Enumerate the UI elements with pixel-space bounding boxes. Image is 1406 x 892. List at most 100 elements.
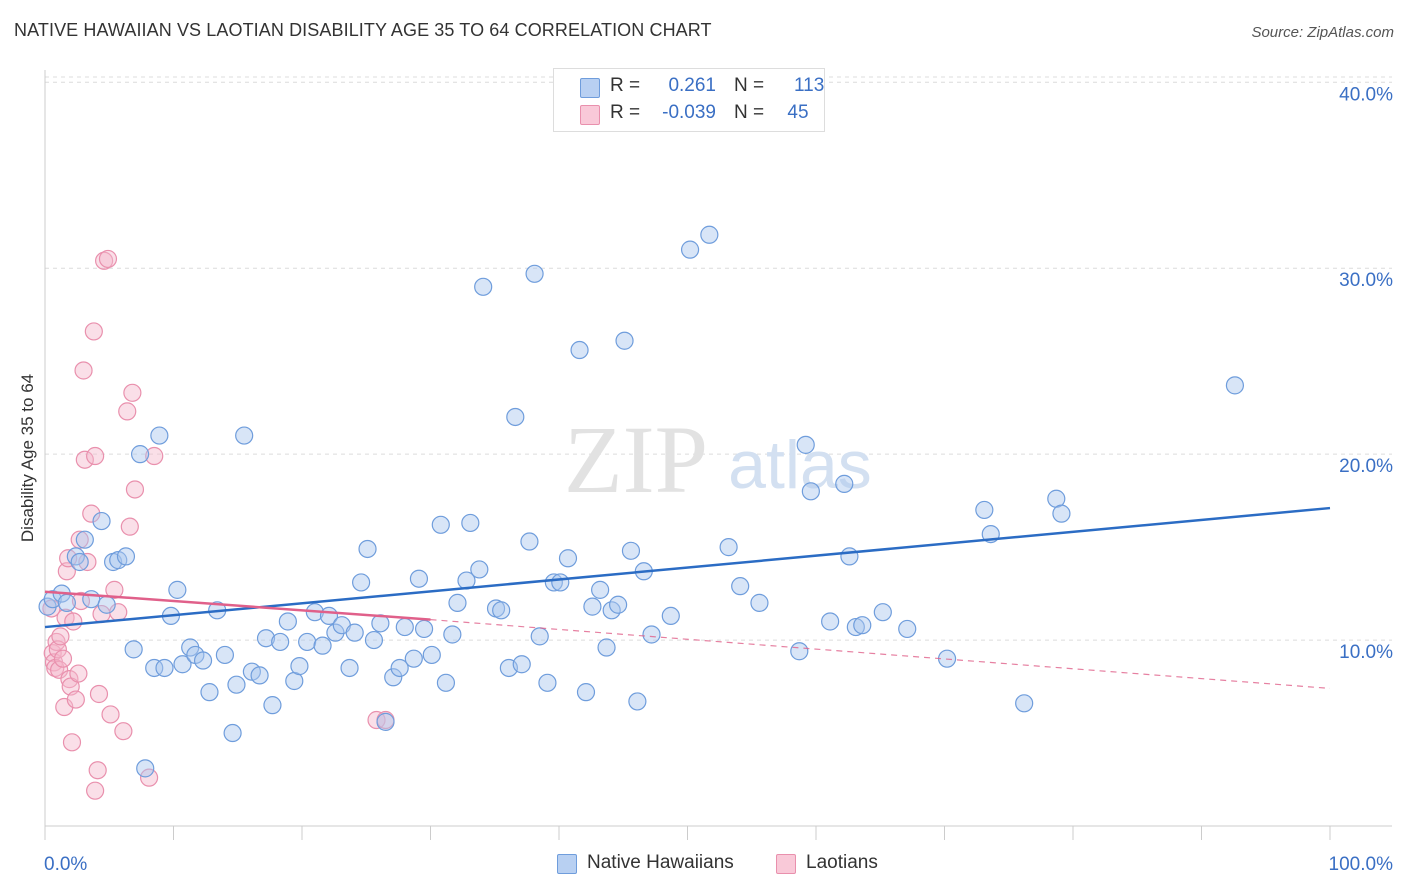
- native-hawaiians-point: [538, 673, 557, 692]
- laotians-point: [101, 705, 120, 724]
- laotians-point: [125, 480, 145, 499]
- native-hawaiians-point: [193, 651, 213, 670]
- native-hawaiians-point: [376, 712, 395, 731]
- native-hawaiians-point: [801, 482, 820, 501]
- native-hawaiians-point: [719, 538, 738, 557]
- native-hawaiians-point: [82, 590, 101, 609]
- native-hawaiians-point: [298, 632, 317, 652]
- x-tick-label: 0.0%: [44, 854, 87, 875]
- native-hawaiians-point: [345, 623, 364, 642]
- native-hawaiians-point: [150, 426, 169, 445]
- native-hawaiians-point: [731, 577, 750, 596]
- native-hawaiians-point: [130, 445, 150, 464]
- native-hawaiians-point: [124, 640, 143, 659]
- native-hawaiians-trend-line: [44, 506, 1331, 629]
- native-hawaiians-point: [796, 435, 815, 454]
- trend-lines: [44, 506, 1331, 690]
- native-hawaiians-point: [835, 474, 854, 493]
- native-hawaiians-point: [173, 655, 192, 674]
- legend-swatch-blue: [557, 854, 577, 874]
- native-hawaiians-point: [263, 696, 282, 715]
- native-hawaiians-point: [680, 240, 700, 259]
- y-tick-label: 10.0%: [1339, 642, 1393, 663]
- native-hawaiians-point: [700, 225, 719, 244]
- native-hawaiians-point: [227, 675, 246, 694]
- native-hawaiians-point: [520, 532, 539, 551]
- laotians-point: [84, 322, 103, 341]
- y-tick-label: 20.0%: [1339, 456, 1393, 477]
- native-hawaiians-point: [436, 673, 456, 692]
- watermark-atlas: atlas: [728, 427, 872, 503]
- native-hawaiians-point: [116, 547, 136, 566]
- native-hawaiians-point: [975, 500, 994, 520]
- native-hawaiians-point: [470, 560, 489, 579]
- legend-swatch-blue: [580, 78, 600, 98]
- native-hawaiians-point: [1015, 694, 1034, 713]
- native-hawaiians-point: [840, 547, 859, 566]
- native-hawaiians-point: [70, 552, 89, 572]
- native-hawaiians-point: [431, 515, 450, 534]
- native-hawaiians-point: [404, 649, 423, 668]
- laotians-point: [118, 402, 137, 421]
- native-hawaiians-point: [525, 264, 544, 283]
- gridlines: [45, 76, 1392, 641]
- legend-r-label: R =: [610, 75, 641, 96]
- laotians-point: [105, 580, 124, 599]
- native-hawaiians-point: [570, 340, 589, 360]
- native-hawaiians-point: [390, 658, 409, 678]
- native-hawaiians-point: [898, 619, 917, 639]
- native-hawaiians-point: [576, 683, 596, 702]
- native-hawaiians-point: [223, 723, 242, 743]
- native-hawaiians-point: [544, 573, 563, 592]
- legend-r-value: 0.261: [668, 75, 716, 96]
- laotians-point: [98, 249, 118, 269]
- source-label: Source: ZipAtlas.com: [1251, 24, 1394, 41]
- native-hawaiians-point: [846, 617, 865, 637]
- native-hawaiians-point: [873, 603, 892, 622]
- native-hawaiians-point: [414, 619, 434, 639]
- laotians-point: [51, 627, 70, 646]
- native-hawaiians-point: [384, 668, 403, 687]
- laotians-point: [82, 504, 101, 523]
- native-hawaiians-point: [278, 612, 297, 631]
- native-hawaiians-point: [43, 590, 62, 609]
- laotians-point: [78, 552, 97, 572]
- laotians-point: [53, 649, 73, 668]
- laotians-point: [74, 361, 93, 380]
- legend-n-label: N =: [734, 75, 765, 96]
- laotians-point: [86, 446, 105, 466]
- native-hawaiians-point: [352, 573, 371, 592]
- native-hawaiians-point: [621, 541, 641, 560]
- native-hawaiians-point: [422, 645, 441, 665]
- laotians-point: [75, 450, 94, 469]
- native-hawaiians-point: [551, 573, 570, 592]
- native-hawaiians-point: [136, 759, 155, 778]
- legend-swatch-pink: [580, 105, 600, 125]
- laotians-point: [89, 684, 109, 704]
- native-hawaiians-point: [326, 623, 345, 642]
- legend-n-label: N =: [734, 102, 765, 123]
- native-hawaiians-point: [364, 630, 384, 650]
- native-hawaiians-point: [597, 638, 616, 657]
- laotians-point: [114, 722, 133, 741]
- native-hawaiians-point: [609, 595, 628, 614]
- native-hawaiians-point: [615, 331, 634, 350]
- native-hawaiians-point: [443, 625, 462, 644]
- y-tick-labels: 10.0% 20.0% 30.0% 40.0%: [1339, 84, 1393, 663]
- stats-legend: R = 0.261 N = 113 R = -0.039 N = 45: [553, 68, 825, 132]
- series-legend: Native Hawaiians Laotians: [0, 852, 1406, 876]
- laotians-point: [62, 733, 82, 752]
- native-hawaiians-point: [461, 513, 480, 533]
- native-hawaiians-point: [256, 629, 276, 648]
- laotians-point: [86, 781, 105, 800]
- native-hawaiians-point: [155, 658, 174, 678]
- native-hawaiians-point: [583, 597, 602, 616]
- native-hawaiians-point: [200, 683, 219, 702]
- native-hawaiians-point: [506, 407, 525, 427]
- native-hawaiians-point: [530, 627, 549, 646]
- native-hawaiians-point: [661, 606, 680, 626]
- native-hawaiians-point: [492, 601, 511, 620]
- axes: [44, 70, 1392, 840]
- legend-n-value: 45: [787, 102, 809, 123]
